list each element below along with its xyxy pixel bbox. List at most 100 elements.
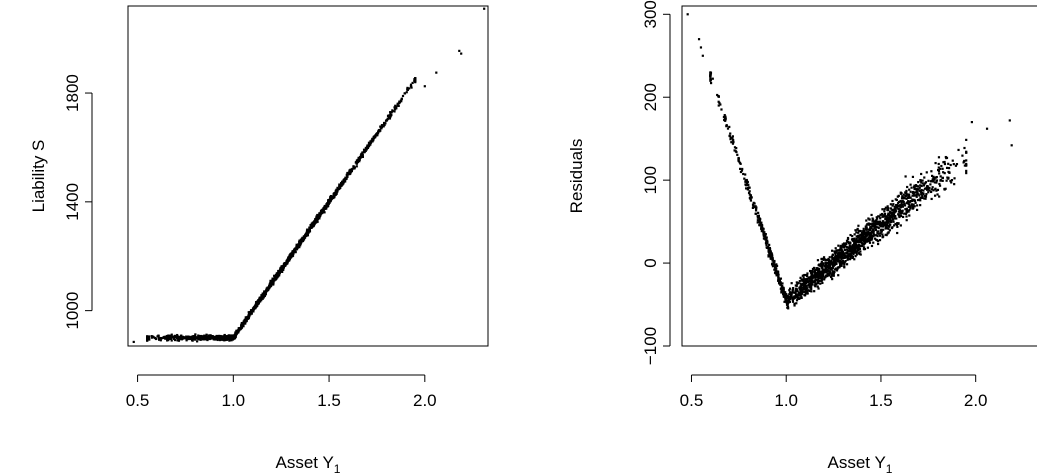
- scatter-point: [808, 285, 811, 288]
- scatter-point: [893, 209, 896, 212]
- scatter-point: [801, 282, 805, 286]
- scatter-point: [324, 207, 327, 210]
- scatter-point: [831, 278, 834, 281]
- scatter-point: [767, 247, 770, 250]
- scatter-point: [945, 166, 949, 169]
- scatter-point: [816, 270, 820, 273]
- scatter-point: [870, 223, 873, 226]
- scatter-point: [920, 188, 923, 192]
- scatter-point: [382, 125, 385, 128]
- scatter-point: [908, 208, 911, 212]
- scatter-point: [869, 226, 872, 229]
- scatter-point: [900, 197, 904, 200]
- scatter-point: [355, 165, 358, 168]
- scatter-point: [756, 219, 759, 222]
- scatter-point: [304, 236, 307, 239]
- scatter-point: [318, 214, 321, 217]
- scatter-point: [243, 321, 246, 325]
- scatter-point: [811, 281, 814, 284]
- right-y-tick-label: −100: [641, 327, 660, 365]
- scatter-point: [851, 251, 854, 254]
- scatter-point: [326, 202, 329, 206]
- scatter-point: [897, 213, 900, 216]
- scatter-point: [856, 228, 859, 231]
- scatter-point: [336, 186, 339, 189]
- scatter-point: [287, 256, 290, 260]
- scatter-point: [744, 173, 747, 176]
- scatter-point: [197, 338, 200, 341]
- scatter-point: [847, 246, 851, 250]
- scatter-point: [858, 237, 861, 240]
- scatter-point: [813, 284, 816, 287]
- scatter-point: [745, 179, 748, 182]
- scatter-point: [719, 103, 722, 106]
- scatter-point: [876, 234, 879, 238]
- scatter-point: [373, 135, 376, 138]
- scatter-point: [825, 264, 828, 268]
- scatter-point: [878, 215, 881, 218]
- scatter-point: [240, 325, 243, 328]
- scatter-point: [862, 246, 866, 249]
- scatter-point: [797, 281, 800, 284]
- scatter-point: [878, 220, 882, 223]
- scatter-point: [809, 280, 812, 283]
- scatter-point: [751, 203, 755, 206]
- left-x-tick-label: 1.0: [221, 391, 245, 410]
- scatter-point: [906, 201, 909, 204]
- scatter-point: [765, 246, 768, 249]
- scatter-point: [773, 271, 777, 274]
- scatter-point: [731, 135, 734, 138]
- scatter-point: [865, 227, 868, 230]
- scatter-point: [277, 271, 280, 275]
- scatter-point: [793, 302, 796, 305]
- scatter-point: [268, 284, 272, 287]
- scatter-point: [813, 266, 816, 270]
- scatter-point: [943, 162, 947, 166]
- scatter-point: [784, 297, 787, 300]
- scatter-point: [847, 250, 850, 253]
- scatter-point: [887, 227, 890, 230]
- scatter-point: [924, 182, 927, 185]
- scatter-point: [914, 191, 917, 194]
- scatter-point: [764, 233, 767, 236]
- scatter-point: [405, 91, 408, 94]
- scatter-point: [834, 247, 837, 250]
- scatter-point: [818, 268, 821, 271]
- scatter-point: [740, 169, 744, 172]
- scatter-point: [709, 77, 712, 80]
- scatter-point: [801, 289, 804, 292]
- scatter-point: [876, 230, 879, 233]
- scatter-point: [792, 296, 795, 299]
- scatter-point: [933, 181, 937, 184]
- scatter-point: [361, 153, 364, 156]
- scatter-point: [907, 210, 910, 213]
- scatter-point: [294, 248, 297, 251]
- scatter-point: [899, 192, 903, 195]
- scatter-point: [277, 273, 280, 276]
- scatter-point: [943, 160, 946, 164]
- scatter-point: [238, 328, 241, 332]
- scatter-point: [848, 250, 851, 253]
- scatter-point: [394, 104, 397, 107]
- scatter-point: [804, 278, 807, 281]
- scatter-point: [746, 180, 749, 183]
- scatter-point: [791, 289, 794, 292]
- scatter-point: [357, 156, 360, 159]
- scatter-point: [252, 306, 256, 310]
- scatter-point: [831, 253, 835, 256]
- scatter-point: [831, 249, 834, 252]
- scatter-point: [854, 240, 857, 243]
- scatter-point: [855, 235, 858, 238]
- scatter-point: [934, 188, 937, 191]
- scatter-point: [842, 262, 846, 265]
- scatter-point: [913, 199, 916, 203]
- scatter-point: [822, 256, 826, 259]
- scatter-point: [855, 239, 858, 242]
- scatter-point: [252, 310, 255, 313]
- scatter-point: [821, 274, 824, 278]
- right-y-tick-label: 300: [641, 0, 660, 28]
- scatter-point: [846, 237, 850, 241]
- scatter-point: [891, 204, 894, 207]
- scatter-point: [349, 168, 353, 171]
- scatter-point: [754, 209, 758, 212]
